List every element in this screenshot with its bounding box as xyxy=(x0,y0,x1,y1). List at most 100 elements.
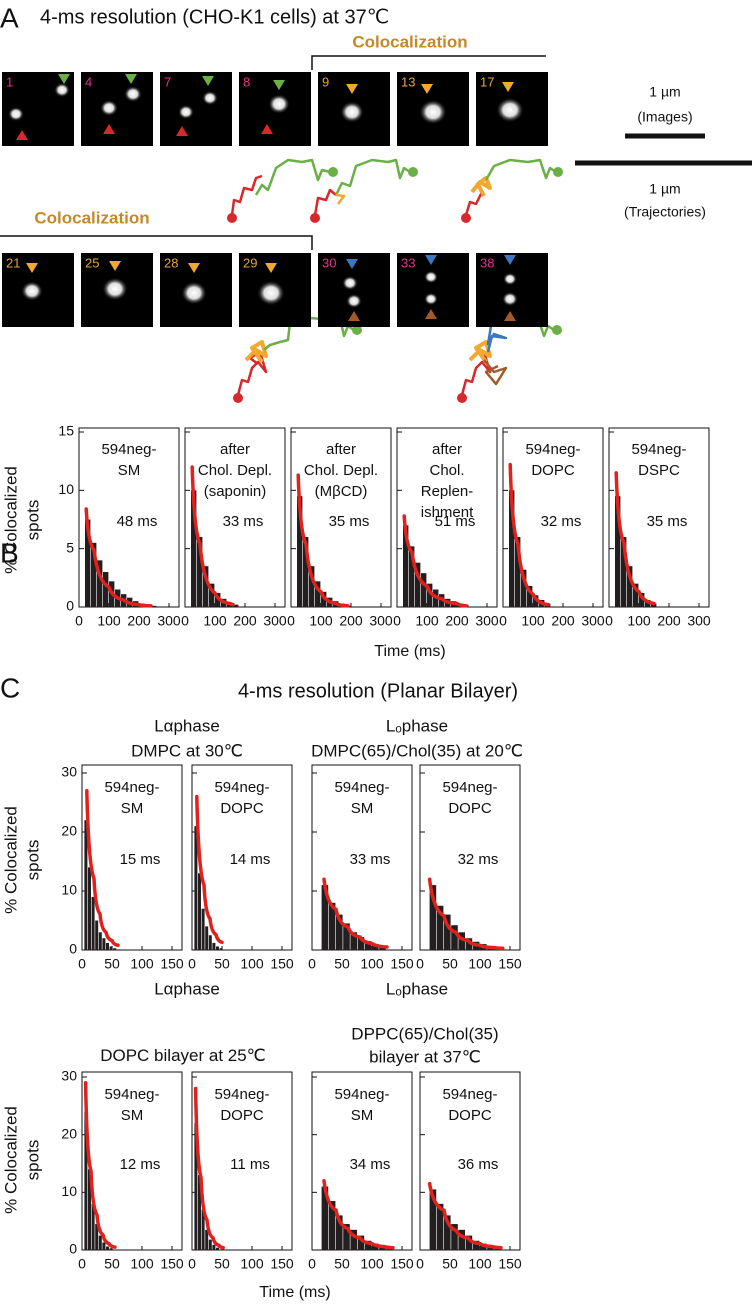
panel-label: after xyxy=(326,441,356,458)
x-tick-label: 0 xyxy=(188,1256,196,1272)
arrowhead xyxy=(425,255,437,265)
histogram-panel: 0 10 20 30 0 50 100 150 594neg- SM 15 ms xyxy=(61,764,183,972)
bar xyxy=(88,1169,91,1250)
bar xyxy=(106,1246,109,1250)
arrowhead xyxy=(425,309,437,319)
image-frame: 13 xyxy=(397,72,469,146)
spot xyxy=(100,99,118,117)
bar xyxy=(98,932,102,950)
fit-curve xyxy=(508,462,550,607)
trajectory-start xyxy=(233,393,243,403)
panel-label: 594neg- xyxy=(104,779,159,796)
bar xyxy=(103,572,109,607)
bar xyxy=(472,1240,480,1250)
y-tick-label: 0 xyxy=(66,598,74,614)
bar xyxy=(212,942,216,950)
x-tick-label: 0 xyxy=(605,613,613,629)
x-tick-label: 100 xyxy=(240,956,264,972)
y-axis-label: spots xyxy=(23,500,42,541)
bar xyxy=(203,566,209,607)
trajectory xyxy=(313,188,337,216)
x-tick-label: 200 xyxy=(657,613,681,629)
bar xyxy=(350,1229,357,1250)
trajectory-start xyxy=(408,167,418,177)
panel-frame xyxy=(191,764,293,951)
x-tick-label: 0 xyxy=(393,613,401,629)
bracket xyxy=(311,55,546,70)
frame-number: 13 xyxy=(401,74,415,89)
arrowhead xyxy=(504,311,516,321)
bar xyxy=(436,905,444,950)
trajectory xyxy=(470,176,492,197)
bar xyxy=(197,537,203,607)
x-tick-label: 0 xyxy=(188,956,196,972)
bar xyxy=(309,566,315,607)
panel-frame xyxy=(81,764,183,951)
group-footer: Lₒphase xyxy=(386,979,448,998)
bar xyxy=(357,1235,365,1250)
bar xyxy=(85,519,91,607)
group-title: bilayer at 37℃ xyxy=(369,1047,481,1066)
x-tick-label: 0 xyxy=(416,956,424,972)
arrowhead xyxy=(58,74,70,84)
fit-annotation: 33 ms xyxy=(223,513,264,530)
x-tick-label: 200 xyxy=(127,613,151,629)
image-frame: 33 xyxy=(397,253,469,327)
bar xyxy=(639,593,645,607)
fit-annotation: 11 ms xyxy=(230,1156,270,1173)
arrowhead xyxy=(26,263,38,273)
spot xyxy=(503,272,517,286)
trajectory-start xyxy=(227,213,237,223)
y-axis-label: spots xyxy=(23,840,42,881)
panel-label: 594neg- xyxy=(101,441,156,458)
bar xyxy=(95,1224,99,1250)
arrowhead xyxy=(273,80,285,90)
panel-label: B xyxy=(0,537,19,568)
panel-label: DOPC xyxy=(448,1107,492,1124)
trajectory xyxy=(483,359,508,386)
bar xyxy=(97,560,103,607)
bar xyxy=(205,1229,209,1250)
x-tick-label: 100 xyxy=(240,1256,264,1272)
fit-annotation: 35 ms xyxy=(647,513,688,530)
histogram-panel: 0 50 100 150 594neg- DOPC 11 ms xyxy=(188,1071,294,1272)
x-tick-label: 50 xyxy=(214,1256,230,1272)
x-tick-label: 100 xyxy=(130,1256,154,1272)
panel-label: 594neg- xyxy=(631,441,686,458)
panel-label: DSPC xyxy=(638,462,680,479)
spot xyxy=(102,277,128,301)
histogram-panel: 0 50 100 150 594neg- SM 34 ms xyxy=(308,1071,414,1272)
image-frame: 29 xyxy=(239,253,311,327)
image-frame: 9 xyxy=(318,72,390,146)
histogram-panel: 0 100 200 300 594neg- DOPC 32 ms xyxy=(499,427,605,629)
fit-annotation: 33 ms xyxy=(350,851,391,868)
x-tick-label: 100 xyxy=(97,613,121,629)
bar xyxy=(198,873,201,950)
group-title: DMPC at 30℃ xyxy=(131,741,243,760)
panel-label: 594neg- xyxy=(104,1086,159,1103)
y-tick-label: 0 xyxy=(69,941,77,957)
frame-number: 9 xyxy=(322,74,329,89)
bar xyxy=(88,867,91,950)
bar xyxy=(429,1189,437,1250)
bar xyxy=(343,923,350,950)
bar xyxy=(615,496,621,607)
panel-frame xyxy=(502,427,604,608)
histogram-panel: 0 50 100 150 594neg- DOPC 32 ms xyxy=(416,764,522,972)
bar xyxy=(212,1244,216,1250)
arrowhead xyxy=(348,311,360,321)
bar xyxy=(84,820,88,950)
x-tick-label: 150 xyxy=(498,956,522,972)
bar xyxy=(201,908,205,950)
x-tick-label: 100 xyxy=(360,1256,384,1272)
image-frame: 4 xyxy=(81,72,153,146)
bar xyxy=(208,1239,212,1250)
histogram-panel: 0 50 100 150 594neg- SM 33 ms xyxy=(308,764,414,972)
x-axis-label: Time (ms) xyxy=(259,1284,330,1301)
histogram-panel: 0 100 200 300 after Chol. Depl. (saponin) 33 ms xyxy=(181,427,287,629)
trajectory xyxy=(484,158,557,181)
image xyxy=(160,72,232,146)
panel-label: (MβCD) xyxy=(315,483,368,500)
x-tick-label: 300 xyxy=(687,613,711,629)
